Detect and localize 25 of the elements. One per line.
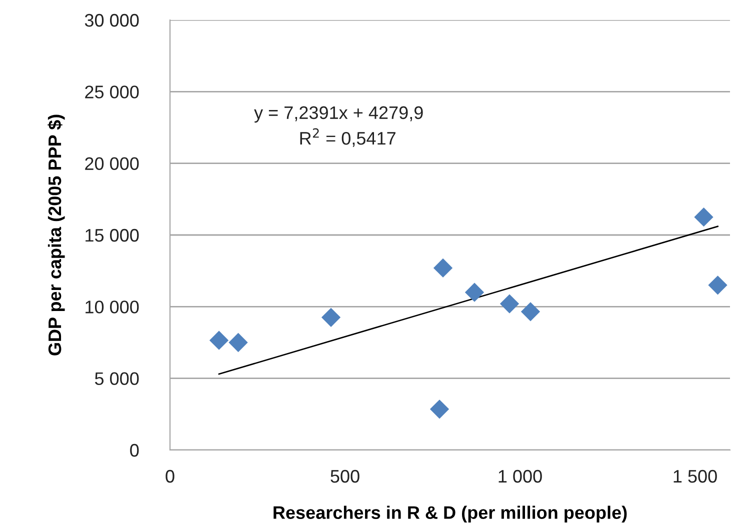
x-tick-label: 1 500 <box>674 470 717 483</box>
y-axis-title: GDP per capita (2005 PPP $) <box>48 114 65 356</box>
annotation: R$^{2}$ = 0,5417 <box>300 128 396 147</box>
y-tick-label: 5 000 <box>94 372 139 386</box>
y-tick-label: 30 000 <box>84 14 139 27</box>
y-tick-label: 25 000 <box>85 86 139 98</box>
point <box>209 330 229 350</box>
y-tick-label: 0 <box>130 444 139 457</box>
point <box>321 308 341 327</box>
y-tick-label: 10 000 <box>86 300 139 314</box>
x-axis-title: Researchers in R & D (per million people) <box>274 506 627 523</box>
point <box>694 208 714 227</box>
annotation: y = 7,2391x + 4279,9 <box>254 106 423 123</box>
point <box>464 282 484 302</box>
point <box>500 294 520 314</box>
point <box>433 258 453 278</box>
point <box>520 302 540 322</box>
y-tick-label: 15 000 <box>86 228 139 242</box>
point <box>430 400 450 419</box>
x-tick-label: 0 <box>166 470 174 483</box>
x-tick-label: 500 <box>330 470 360 483</box>
point <box>708 276 728 295</box>
point <box>228 332 248 352</box>
y-tick-label: 20 000 <box>85 157 139 170</box>
x-tick-label: 1 000 <box>498 470 542 483</box>
